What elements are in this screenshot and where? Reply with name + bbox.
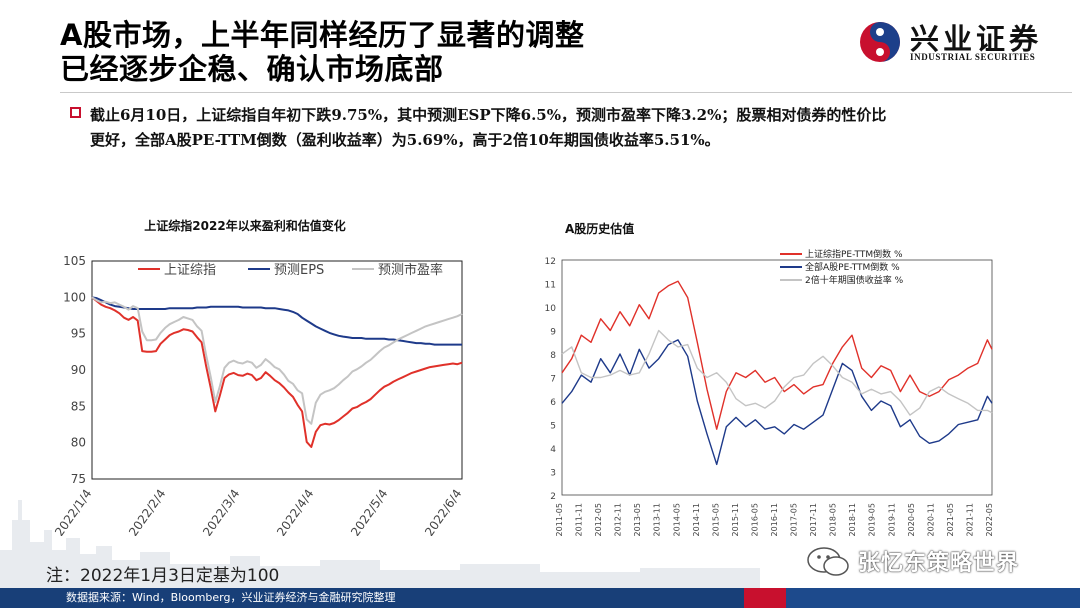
legend-label-index: 上证综指 (164, 263, 216, 278)
y-tick-label: 100 (63, 290, 86, 304)
x-tick-label: 2018-11 (848, 503, 857, 536)
x-tick-label: 2019-05 (868, 503, 877, 536)
chart1-x-axis: 2022/1/4 2022/2/4 2022/3/4 2022/4/4 2022/5/4… (52, 487, 464, 536)
x-tick-label: 2013-11 (653, 503, 662, 536)
chart-note: 注：2022年1月3日定基为100 (46, 566, 280, 586)
x-tick-label: 2022-05 (985, 503, 994, 536)
x-tick-label: 2015-11 (731, 503, 740, 536)
x-tick-label: 2020-05 (907, 503, 916, 536)
series-line-2 (91, 296, 463, 425)
wechat-icon (807, 547, 849, 576)
y-tick-label: 105 (63, 254, 86, 268)
footer-accent-red (744, 588, 786, 608)
logo-swirl-icon (860, 22, 900, 62)
chart1-series (91, 296, 463, 448)
y-tick-label: 90 (71, 363, 86, 377)
y-tick-label: 85 (71, 399, 86, 413)
chart2-x-axis: 2011-05 2011-11 2012-05 2012-11 2013-05 2013-… (555, 503, 994, 536)
chart2-y-axis: 2 3 4 5 6 7 8 9 10 11 12 (545, 257, 557, 502)
y-tick-label: 3 (550, 469, 556, 479)
chart-shanghai-index-2022: 上证综指2022年以来盈利和估值变化 75 80 85 90 95 100 105 2022… (52, 218, 464, 536)
x-tick-label: 2013-05 (633, 503, 642, 536)
series-line-0 (91, 296, 463, 448)
y-tick-label: 80 (71, 436, 86, 450)
series-line-0 (561, 280, 993, 430)
x-tick-label: 2016-05 (750, 503, 759, 536)
watermark-text: 张忆东策略世界 (858, 551, 1020, 576)
x-tick-label: 2014-05 (672, 503, 681, 536)
y-tick-label: 12 (545, 257, 556, 267)
y-tick-label: 7 (550, 375, 556, 385)
chart1-title: 上证综指2022年以来盈利和估值变化 (144, 218, 345, 233)
chart2-plot-area: 2 3 4 5 6 7 8 9 10 11 12 2011-05 2011-11 2012-05 2012… (545, 257, 994, 536)
logo-name-cn: 兴业证券 (910, 22, 1043, 56)
page-title-line1: A股市场，上半年同样经历了显著的调整 (60, 18, 585, 52)
summary-line2: 更好，全部A股PE-TTM倒数（盈利收益率）为5.69%，高于2倍10年期国债收… (90, 131, 720, 149)
x-tick-label: 2022/1/4 (52, 487, 94, 536)
x-tick-label: 2012-11 (614, 503, 623, 536)
series-line-1 (561, 339, 993, 466)
x-tick-label: 2022/5/4 (348, 487, 390, 536)
legend2-label-sh-pe: 上证综指PE-TTM倒数 % (805, 248, 903, 260)
chart1-plot-area: 75 80 85 90 95 100 105 2022/1/4 2022/2/4 2022/3/… (52, 254, 464, 536)
logo-name-en: INDUSTRIAL SECURITIES (910, 52, 1036, 62)
data-source: 数据据来源：Wind，Bloomberg，兴业证券经济与金融研究院整理 (66, 591, 396, 604)
x-tick-label: 2018-05 (829, 503, 838, 536)
x-tick-label: 2022/6/4 (422, 487, 464, 536)
series-line-1 (91, 296, 462, 346)
page-title-line2: 已经逐步企稳、确认市场底部 (60, 52, 444, 86)
legend-label-eps: 预测EPS (274, 263, 324, 278)
x-tick-label: 2019-11 (887, 503, 896, 536)
summary-text: 截止6月10日，上证综指自年初下跌9.75%，其中预测ESP下降6.5%，预测市… (90, 103, 1020, 153)
chart-a-share-valuation: A股历史估值 2 3 4 5 6 7 8 9 10 11 12 2011-05 2011-11 2012… (545, 221, 994, 536)
chart2-title: A股历史估值 (565, 221, 634, 236)
x-tick-label: 2016-11 (770, 503, 779, 536)
y-tick-label: 11 (545, 281, 556, 291)
legend2-label-bond: 2倍十年期国债收益率 % (805, 274, 904, 286)
bullet-square-icon (70, 107, 81, 118)
summary-line1: 截止6月10日，上证综指自年初下跌9.75%，其中预测ESP下降6.5%，预测市… (90, 106, 887, 124)
y-tick-label: 8 (550, 351, 556, 361)
series-line-2 (561, 329, 993, 416)
x-tick-label: 2017-11 (809, 503, 818, 536)
x-tick-label: 2017-05 (790, 503, 799, 536)
x-tick-label: 2020-11 (926, 503, 935, 536)
footer-accent-blue (786, 588, 1080, 608)
company-logo: 兴业证券 INDUSTRIAL SECURITIES (858, 16, 1068, 66)
x-tick-label: 2012-05 (594, 503, 603, 536)
y-tick-label: 6 (550, 398, 556, 408)
y-tick-label: 10 (545, 304, 557, 314)
x-tick-label: 2022/2/4 (126, 487, 168, 536)
chart2-legend: 上证综指PE-TTM倒数 % 全部A股PE-TTM倒数 % 2倍十年期国债收益率… (780, 248, 904, 286)
y-tick-label: 2 (550, 492, 556, 502)
y-tick-label: 5 (550, 422, 556, 432)
x-tick-label: 2015-05 (711, 503, 720, 536)
chart1-legend: 上证综指 预测EPS 预测市盈率 (138, 262, 443, 278)
x-tick-label: 2022/4/4 (274, 487, 316, 536)
y-tick-label: 4 (550, 445, 556, 455)
x-tick-label: 2014-11 (692, 503, 701, 536)
legend-label-pe: 预测市盈率 (378, 262, 443, 278)
legend2-label-all-pe: 全部A股PE-TTM倒数 % (805, 261, 900, 273)
x-tick-label: 2022/3/4 (200, 487, 242, 536)
chart2-series (561, 280, 993, 466)
x-tick-label: 2011-11 (575, 503, 584, 536)
header-divider (60, 92, 1072, 93)
chart1-y-axis: 75 80 85 90 95 100 105 (63, 254, 86, 486)
y-tick-label: 75 (71, 472, 86, 486)
skyline-background (0, 500, 760, 590)
y-tick-label: 95 (71, 327, 86, 341)
x-tick-label: 2021-11 (965, 503, 974, 536)
x-tick-label: 2021-05 (946, 503, 955, 536)
y-tick-label: 9 (550, 328, 556, 338)
x-tick-label: 2011-05 (555, 503, 564, 536)
